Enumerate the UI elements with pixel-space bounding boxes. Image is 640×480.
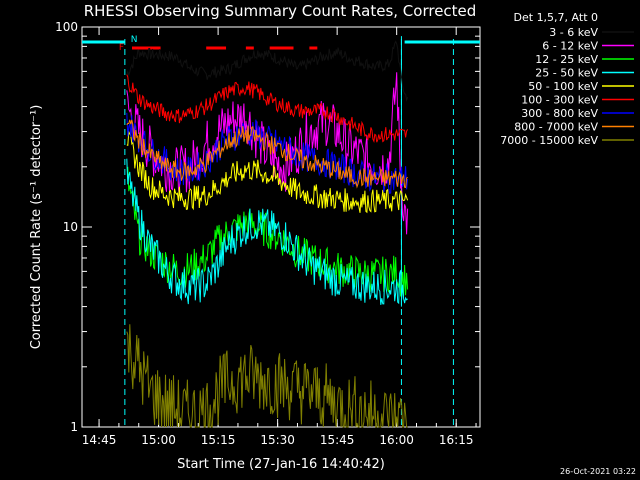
x-tick-label: 15:00	[141, 433, 176, 447]
timestamp: 26-Oct-2021 03:22	[560, 467, 636, 476]
x-tick-label: 15:45	[320, 433, 355, 447]
observing-markers: NF	[82, 35, 480, 427]
flag-label: F	[119, 43, 124, 53]
x-tick-label: 14:45	[82, 433, 117, 447]
x-tick-label: 16:00	[379, 433, 414, 447]
y-tick-label: 10	[63, 220, 78, 234]
series-line	[126, 119, 408, 189]
x-tick-label: 15:15	[201, 433, 236, 447]
y-tick-label: 100	[55, 20, 78, 34]
x-tick-label: 16:15	[439, 433, 474, 447]
x-axis-title: Start Time (27-Jan-16 14:40:42)	[177, 457, 385, 472]
legend-label: 7000 - 15000 keV	[500, 134, 598, 147]
series-line	[126, 158, 408, 305]
series-lines	[126, 40, 409, 429]
legend-label: 6 - 12 keV	[542, 40, 598, 53]
legend-label: 12 - 25 keV	[535, 53, 598, 66]
x-tick-label: 15:30	[260, 433, 295, 447]
series-line	[126, 166, 409, 297]
legend-label: 300 - 800 keV	[521, 107, 598, 120]
chart-title: RHESSI Observing Summary Count Rates, Co…	[84, 2, 477, 20]
legend-header: Det 1,5,7, Att 0	[514, 11, 598, 24]
flag-label: N	[131, 35, 138, 45]
legend-label: 3 - 6 keV	[549, 26, 598, 39]
y-axis-title: Corrected Count Rate (s⁻¹ detector⁻¹)	[29, 105, 44, 350]
series-line	[126, 324, 408, 429]
legend-label: 50 - 100 keV	[528, 80, 598, 93]
legend-label: 25 - 50 keV	[535, 67, 598, 80]
y-tick-label: 1	[70, 420, 78, 434]
legend-label: 800 - 7000 keV	[514, 121, 598, 134]
series-line	[126, 40, 409, 102]
series-line	[126, 74, 409, 143]
series-line	[126, 130, 409, 214]
legend-label: 100 - 300 keV	[521, 94, 598, 107]
series-line	[126, 72, 409, 235]
